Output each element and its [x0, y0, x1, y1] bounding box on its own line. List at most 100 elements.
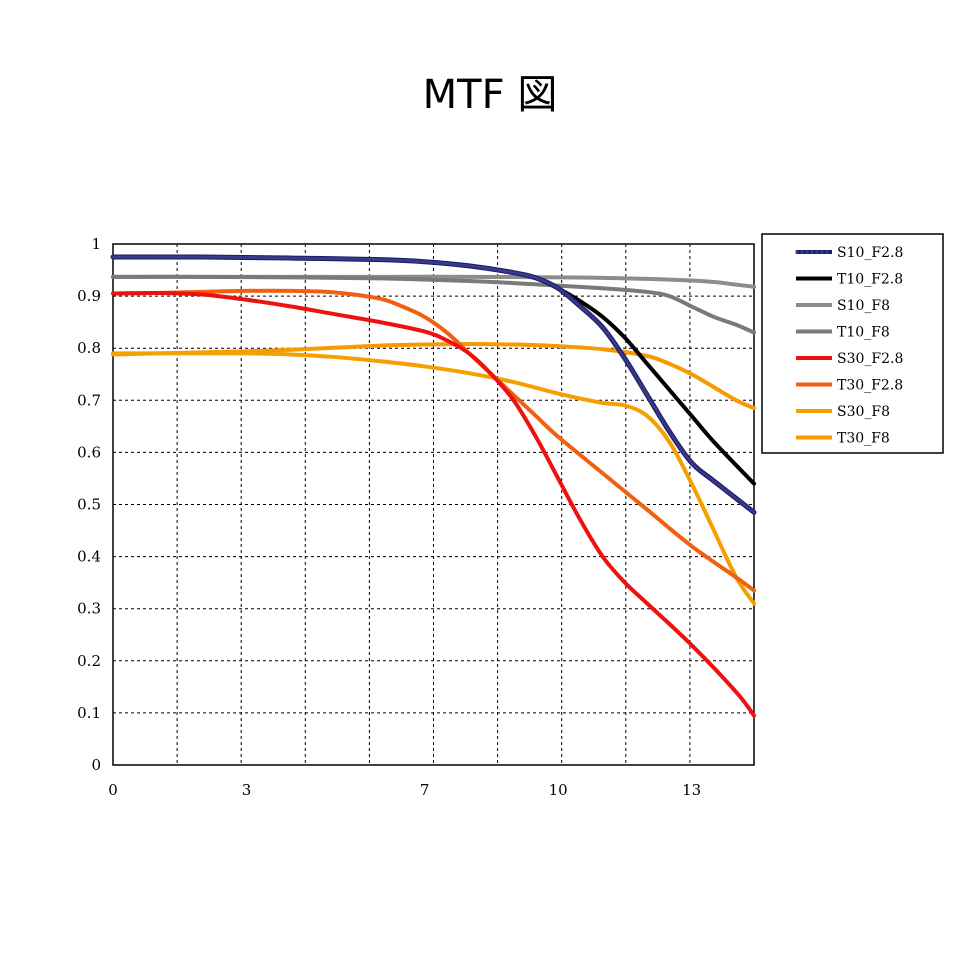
y-tick-label: 0.9	[77, 287, 101, 305]
series-marker-s10-f2-8	[117, 255, 121, 259]
series-marker-s10-f2-8	[147, 255, 151, 259]
series-marker-s10-f2-8	[655, 410, 659, 414]
series-marker-s10-f2-8	[375, 258, 379, 262]
series-marker-s10-f2-8	[673, 438, 677, 442]
series-marker-s10-f2-8	[489, 267, 493, 271]
series-marker-s10-f2-8	[426, 260, 430, 264]
series-marker-s10-f2-8	[621, 354, 625, 358]
y-tick-label: 0.6	[77, 443, 101, 461]
series-marker-s10-f2-8	[195, 255, 199, 259]
series-marker-s10-f2-8	[602, 327, 606, 331]
series-marker-s10-f2-8	[417, 259, 421, 263]
series-marker-s10-f2-8	[497, 268, 501, 272]
series-marker-s10-f2-8	[567, 294, 571, 298]
series-marker-s10-f2-8	[321, 257, 325, 261]
series-marker-s10-f2-8	[742, 503, 746, 507]
series-marker-s10-f2-8	[405, 259, 409, 263]
series-marker-s10-f2-8	[318, 256, 322, 260]
series-marker-s10-f2-8	[180, 255, 184, 259]
series-marker-s10-f2-8	[441, 261, 445, 265]
x-tick-label: 0	[108, 781, 118, 799]
series-marker-s10-f2-8	[378, 258, 382, 262]
series-marker-s10-f2-8	[658, 415, 662, 419]
series-marker-s10-f2-8	[527, 274, 531, 278]
series-marker-s10-f2-8	[216, 255, 220, 259]
legend-marker	[815, 250, 819, 254]
series-marker-s10-f2-8	[624, 359, 628, 363]
series-marker-s10-f2-8	[573, 300, 577, 304]
series-marker-s10-f2-8	[360, 257, 364, 261]
series-marker-s10-f2-8	[549, 282, 553, 286]
series-marker-s10-f2-8	[503, 269, 507, 273]
series-marker-s10-f2-8	[712, 479, 716, 483]
x-tick-label: 3	[242, 781, 252, 799]
series-marker-s10-f2-8	[351, 257, 355, 261]
series-marker-s10-f2-8	[246, 255, 250, 259]
series-marker-s10-f2-8	[604, 329, 608, 333]
series-marker-s10-f2-8	[657, 412, 661, 416]
series-marker-s10-f2-8	[210, 255, 214, 259]
series-marker-s10-f2-8	[393, 258, 397, 262]
series-marker-s10-f2-8	[695, 466, 699, 470]
series-marker-s10-f2-8	[228, 255, 232, 259]
series-marker-s10-f2-8	[399, 258, 403, 262]
legend-label-s10-f8: S10_F8	[837, 298, 890, 314]
series-marker-s10-f2-8	[444, 261, 448, 265]
series-marker-s10-f2-8	[174, 255, 178, 259]
series-marker-s10-f2-8	[557, 287, 561, 291]
series-marker-s10-f2-8	[721, 486, 725, 490]
series-marker-s10-f2-8	[740, 501, 744, 505]
series-marker-s10-f2-8	[666, 428, 670, 432]
series-marker-s10-f2-8	[676, 443, 680, 447]
legend-marker	[825, 250, 829, 254]
series-marker-s10-f2-8	[402, 258, 406, 262]
series-marker-s10-f2-8	[132, 255, 136, 259]
legend-marker	[795, 250, 799, 254]
series-marker-s10-f2-8	[312, 256, 316, 260]
series-marker-s10-f2-8	[234, 255, 238, 259]
series-marker-s10-f2-8	[162, 255, 166, 259]
tick-labels: 00.10.20.30.40.50.60.70.80.910 3 7 10 13	[77, 235, 701, 799]
legend-marker	[800, 250, 804, 254]
grid	[113, 244, 754, 765]
series-marker-s10-f2-8	[521, 272, 525, 276]
series-marker-s10-f2-8	[562, 290, 566, 294]
series-marker-s10-f2-8	[704, 473, 708, 477]
series-marker-s10-f2-8	[626, 361, 630, 365]
series-marker-s10-f2-8	[571, 298, 575, 302]
series-marker-s10-f2-8	[453, 262, 457, 266]
series-marker-s10-f2-8	[420, 260, 424, 264]
series-marker-s10-f2-8	[279, 256, 283, 260]
series-marker-s10-f2-8	[752, 510, 756, 514]
series-marker-s10-f2-8	[538, 277, 542, 281]
series-marker-s10-f2-8	[641, 387, 645, 391]
legend-label-t30-f8: T30_F8	[837, 431, 890, 447]
y-tick-label: 0.4	[77, 548, 101, 566]
series-marker-s10-f2-8	[240, 255, 244, 259]
legend-label-t10-f8: T10_F8	[837, 325, 890, 341]
series-marker-s10-f2-8	[252, 256, 256, 260]
series-marker-s10-f2-8	[668, 430, 672, 434]
y-tick-label: 1	[91, 235, 101, 253]
series-marker-s10-f2-8	[258, 256, 262, 260]
series-marker-s10-f2-8	[512, 271, 516, 275]
series-marker-s10-f2-8	[634, 374, 638, 378]
plot-frame	[112, 243, 755, 766]
series-marker-s10-f2-8	[678, 445, 682, 449]
series-marker-s10-f2-8	[201, 255, 205, 259]
series-marker-s10-f2-8	[456, 263, 460, 267]
series-marker-s10-f2-8	[123, 255, 127, 259]
y-tick-label: 0.7	[77, 391, 101, 409]
series-marker-s10-f2-8	[535, 276, 539, 280]
series-marker-s10-f2-8	[438, 261, 442, 265]
series-marker-s10-f2-8	[651, 402, 655, 406]
series-marker-s10-f2-8	[585, 310, 589, 314]
series-marker-s10-f2-8	[207, 255, 211, 259]
series-marker-s10-f2-8	[614, 344, 618, 348]
series-marker-s10-f2-8	[177, 255, 181, 259]
series-marker-s10-f2-8	[723, 488, 727, 492]
series-line-t30-f2-8	[111, 288, 756, 593]
legend-label-t30-f2-8: T30_F2.8	[837, 378, 903, 394]
series-marker-s10-f2-8	[471, 264, 475, 268]
series-marker-s10-f2-8	[670, 433, 674, 437]
